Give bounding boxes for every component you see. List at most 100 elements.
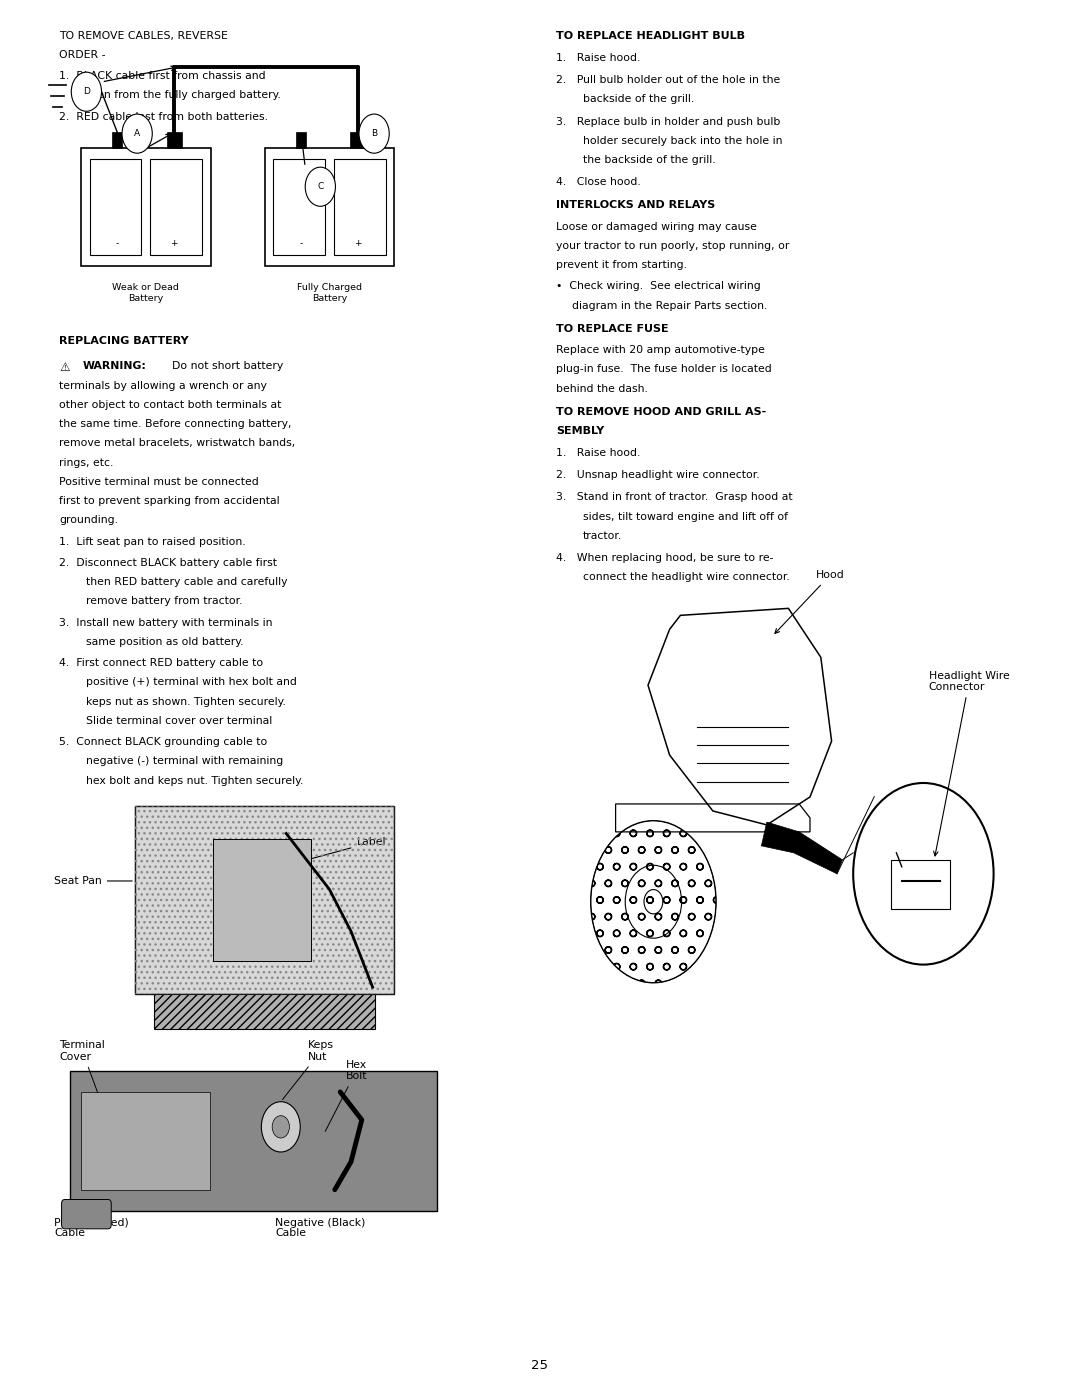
Bar xyxy=(150,159,202,256)
Bar xyxy=(81,148,211,267)
Text: Slide terminal cover over terminal: Slide terminal cover over terminal xyxy=(86,717,272,726)
Text: 1.   Raise hood.: 1. Raise hood. xyxy=(556,448,640,458)
Bar xyxy=(166,133,183,148)
Bar xyxy=(296,133,306,148)
Text: REPLACING BATTERY: REPLACING BATTERY xyxy=(59,337,189,346)
Text: TO REPLACE FUSE: TO REPLACE FUSE xyxy=(556,324,669,334)
Text: Hex
Bolt: Hex Bolt xyxy=(325,1060,367,1132)
Text: rings, etc.: rings, etc. xyxy=(59,458,113,468)
Text: SEMBLY: SEMBLY xyxy=(556,426,605,436)
Bar xyxy=(135,806,394,995)
Text: Seat Pan: Seat Pan xyxy=(54,876,132,886)
Text: then from the fully charged battery.: then from the fully charged battery. xyxy=(86,91,281,101)
Text: negative (-) terminal with remaining: negative (-) terminal with remaining xyxy=(86,757,284,767)
Text: prevent it from starting.: prevent it from starting. xyxy=(556,260,687,270)
Bar xyxy=(265,148,394,267)
Text: A: A xyxy=(134,129,140,138)
Text: ⚠: ⚠ xyxy=(59,362,70,374)
Text: same position as old battery.: same position as old battery. xyxy=(86,637,244,647)
Bar xyxy=(213,838,311,961)
Text: holder securely back into the hole in: holder securely back into the hole in xyxy=(583,136,783,145)
Text: TO REMOVE HOOD AND GRILL AS-: TO REMOVE HOOD AND GRILL AS- xyxy=(556,407,767,416)
Text: Keps
Nut: Keps Nut xyxy=(283,1041,334,1099)
Polygon shape xyxy=(761,821,842,873)
Text: 3.   Stand in front of tractor.  Grasp hood at: 3. Stand in front of tractor. Grasp hood… xyxy=(556,493,793,503)
Text: Loose or damaged wiring may cause: Loose or damaged wiring may cause xyxy=(556,222,757,232)
Text: -: - xyxy=(116,239,119,249)
Text: connect the headlight wire connector.: connect the headlight wire connector. xyxy=(583,573,789,583)
Text: 4.   Close hood.: 4. Close hood. xyxy=(556,177,640,187)
Text: •  Check wiring.  See electrical wiring: • Check wiring. See electrical wiring xyxy=(556,281,761,292)
Text: Replace with 20 amp automotive-type: Replace with 20 amp automotive-type xyxy=(556,345,765,355)
Text: the backside of the grill.: the backside of the grill. xyxy=(583,155,716,165)
Text: Weak or Dead
Battery: Weak or Dead Battery xyxy=(112,284,179,303)
FancyBboxPatch shape xyxy=(62,1200,111,1229)
Text: -: - xyxy=(299,239,302,249)
Text: 1.   Raise hood.: 1. Raise hood. xyxy=(556,53,640,63)
Text: then RED battery cable and carefully: then RED battery cable and carefully xyxy=(86,577,288,587)
Circle shape xyxy=(359,115,389,154)
Text: C: C xyxy=(318,182,323,191)
Bar xyxy=(90,159,141,256)
Text: Negative (Black)
Cable: Negative (Black) Cable xyxy=(275,1218,366,1238)
Text: 5.  Connect BLACK grounding cable to: 5. Connect BLACK grounding cable to xyxy=(59,738,268,747)
Text: your tractor to run poorly, stop running, or: your tractor to run poorly, stop running… xyxy=(556,240,789,251)
Text: WARNING:: WARNING: xyxy=(83,362,147,372)
Text: 2.   Pull bulb holder out of the hole in the: 2. Pull bulb holder out of the hole in t… xyxy=(556,75,781,85)
Circle shape xyxy=(272,1116,289,1139)
Text: 4.   When replacing hood, be sure to re-: 4. When replacing hood, be sure to re- xyxy=(556,553,773,563)
Bar xyxy=(891,859,950,908)
Text: remove metal bracelets, wristwatch bands,: remove metal bracelets, wristwatch bands… xyxy=(59,439,296,448)
Text: Positive terminal must be connected: Positive terminal must be connected xyxy=(59,476,259,488)
Text: diagram in the Repair Parts section.: diagram in the Repair Parts section. xyxy=(572,300,768,310)
Text: sides, tilt toward engine and lift off of: sides, tilt toward engine and lift off o… xyxy=(583,511,788,521)
Text: backside of the grill.: backside of the grill. xyxy=(583,95,694,105)
Text: Hood: Hood xyxy=(775,570,845,633)
Text: ORDER -: ORDER - xyxy=(59,50,106,60)
Text: 3.  Install new battery with terminals in: 3. Install new battery with terminals in xyxy=(59,617,273,627)
Bar xyxy=(70,1071,437,1211)
Text: 2.   Unsnap headlight wire connector.: 2. Unsnap headlight wire connector. xyxy=(556,471,760,481)
Bar xyxy=(154,995,375,1030)
Text: Headlight Wire
Connector: Headlight Wire Connector xyxy=(929,671,1010,856)
Text: 25: 25 xyxy=(531,1359,549,1372)
Text: keps nut as shown. Tighten securely.: keps nut as shown. Tighten securely. xyxy=(86,697,286,707)
Bar xyxy=(135,806,394,995)
Text: terminals by allowing a wrench or any: terminals by allowing a wrench or any xyxy=(59,380,267,391)
Bar xyxy=(334,159,386,256)
Text: 2.  RED cable last from both batteries.: 2. RED cable last from both batteries. xyxy=(59,112,269,122)
Circle shape xyxy=(306,168,336,207)
Text: tractor.: tractor. xyxy=(583,531,622,541)
Text: Terminal
Cover: Terminal Cover xyxy=(59,1041,105,1104)
Bar xyxy=(350,133,366,148)
Text: Fully Charged
Battery: Fully Charged Battery xyxy=(297,284,362,303)
Text: Do not short battery: Do not short battery xyxy=(165,362,283,372)
Text: TO REPLACE HEADLIGHT BULB: TO REPLACE HEADLIGHT BULB xyxy=(556,31,745,41)
Text: behind the dash.: behind the dash. xyxy=(556,384,648,394)
Text: 1.  Lift seat pan to raised position.: 1. Lift seat pan to raised position. xyxy=(59,536,246,546)
Circle shape xyxy=(122,115,152,154)
Text: 2.  Disconnect BLACK battery cable first: 2. Disconnect BLACK battery cable first xyxy=(59,557,278,569)
Circle shape xyxy=(261,1102,300,1153)
Text: Positive (Red)
Cable: Positive (Red) Cable xyxy=(54,1218,129,1238)
Text: the same time. Before connecting battery,: the same time. Before connecting battery… xyxy=(59,419,292,429)
Text: remove battery from tractor.: remove battery from tractor. xyxy=(86,597,243,606)
Text: positive (+) terminal with hex bolt and: positive (+) terminal with hex bolt and xyxy=(86,678,297,687)
Text: first to prevent sparking from accidental: first to prevent sparking from accidenta… xyxy=(59,496,280,506)
Text: grounding.: grounding. xyxy=(59,515,119,525)
Text: INTERLOCKS AND RELAYS: INTERLOCKS AND RELAYS xyxy=(556,200,715,211)
Text: hex bolt and keps nut. Tighten securely.: hex bolt and keps nut. Tighten securely. xyxy=(86,775,303,785)
Text: TO REMOVE CABLES, REVERSE: TO REMOVE CABLES, REVERSE xyxy=(59,31,228,41)
Text: plug-in fuse.  The fuse holder is located: plug-in fuse. The fuse holder is located xyxy=(556,365,772,374)
Text: +: + xyxy=(171,239,178,249)
Text: 4.  First connect RED battery cable to: 4. First connect RED battery cable to xyxy=(59,658,264,668)
Text: 3.   Replace bulb in holder and push bulb: 3. Replace bulb in holder and push bulb xyxy=(556,116,781,127)
Circle shape xyxy=(71,73,102,112)
Text: other object to contact both terminals at: other object to contact both terminals a… xyxy=(59,400,282,409)
Text: B: B xyxy=(372,129,377,138)
Text: 1.  BLACK cable first from chassis and: 1. BLACK cable first from chassis and xyxy=(59,71,266,81)
Bar xyxy=(81,1092,210,1190)
Text: Label: Label xyxy=(278,837,386,868)
Bar xyxy=(273,159,325,256)
Text: D: D xyxy=(83,87,90,96)
